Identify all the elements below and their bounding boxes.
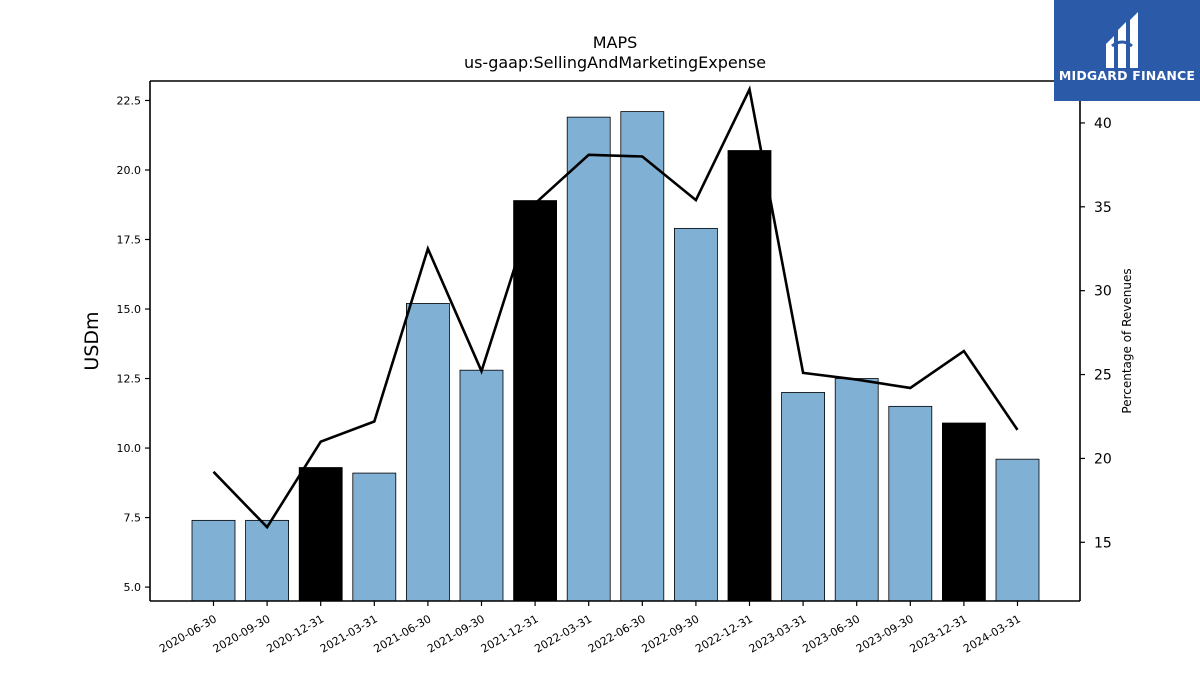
x-tick-label: 2020-12-31 xyxy=(264,612,326,655)
x-tick-label: 2022-09-30 xyxy=(640,612,702,655)
y2-tick-label: 15 xyxy=(1094,535,1112,551)
logo-text: MIDGARD FINANCE xyxy=(1058,68,1196,83)
x-tick-label: 2023-06-30 xyxy=(800,612,862,655)
y2-tick-label: 35 xyxy=(1094,200,1112,216)
chart-subtitle: us-gaap:SellingAndMarketingExpense xyxy=(464,53,766,72)
bar xyxy=(405,303,450,602)
y-tick-label: 20.0 xyxy=(117,164,142,177)
logo-mark-icon xyxy=(1106,12,1138,68)
y2-tick-label: 20 xyxy=(1094,451,1112,467)
y-tick-label: 7.5 xyxy=(124,512,142,525)
bar xyxy=(995,458,1040,602)
bar xyxy=(727,150,772,602)
bar xyxy=(942,422,986,602)
bar xyxy=(459,369,504,602)
bar xyxy=(834,378,879,602)
y-tick-label: 17.5 xyxy=(117,234,142,247)
y-tick-label: 5.0 xyxy=(124,581,142,594)
y-tick-label: 12.5 xyxy=(117,373,142,386)
bar xyxy=(298,467,343,602)
bar xyxy=(191,519,236,602)
bar xyxy=(245,519,290,602)
x-tick-label: 2021-06-30 xyxy=(372,612,434,655)
bar xyxy=(352,472,397,602)
x-tick-label: 2024-03-31 xyxy=(961,612,1023,655)
y-axis-label: USDm xyxy=(81,311,103,370)
bar xyxy=(781,392,825,602)
x-tick-label: 2023-09-30 xyxy=(854,612,916,655)
y-tick-label: 10.0 xyxy=(117,442,142,455)
x-tick-label: 2021-12-31 xyxy=(479,612,541,655)
x-tick-label: 2023-12-31 xyxy=(908,612,970,655)
x-tick-label: 2020-09-30 xyxy=(211,612,273,655)
x-tick-label: 2022-03-31 xyxy=(532,612,594,655)
x-tick-label: 2020-06-30 xyxy=(157,612,219,655)
bar xyxy=(620,111,665,602)
y2-axis-label: Percentage of Revenues xyxy=(1120,268,1134,413)
y2-tick-label: 40 xyxy=(1094,116,1112,132)
x-tick-label: 2023-03-31 xyxy=(747,612,809,655)
y-tick-label: 15.0 xyxy=(117,303,142,316)
bar xyxy=(888,405,933,602)
x-tick-label: 2022-12-31 xyxy=(693,612,755,655)
bar xyxy=(513,200,557,602)
y2-tick-label: 25 xyxy=(1094,368,1112,384)
percentage-line xyxy=(212,85,1019,530)
x-tick-label: 2021-09-30 xyxy=(425,612,487,655)
y2-tick-label: 30 xyxy=(1094,284,1112,300)
x-tick-label: 2022-06-30 xyxy=(586,612,648,655)
bar xyxy=(674,227,718,602)
bar xyxy=(566,116,611,602)
midgard-finance-logo: MIDGARD FINANCE xyxy=(1054,0,1200,101)
x-tick-label: 2021-03-31 xyxy=(318,612,380,655)
chart-title: MAPS xyxy=(593,33,638,52)
y-tick-label: 22.5 xyxy=(117,94,142,107)
